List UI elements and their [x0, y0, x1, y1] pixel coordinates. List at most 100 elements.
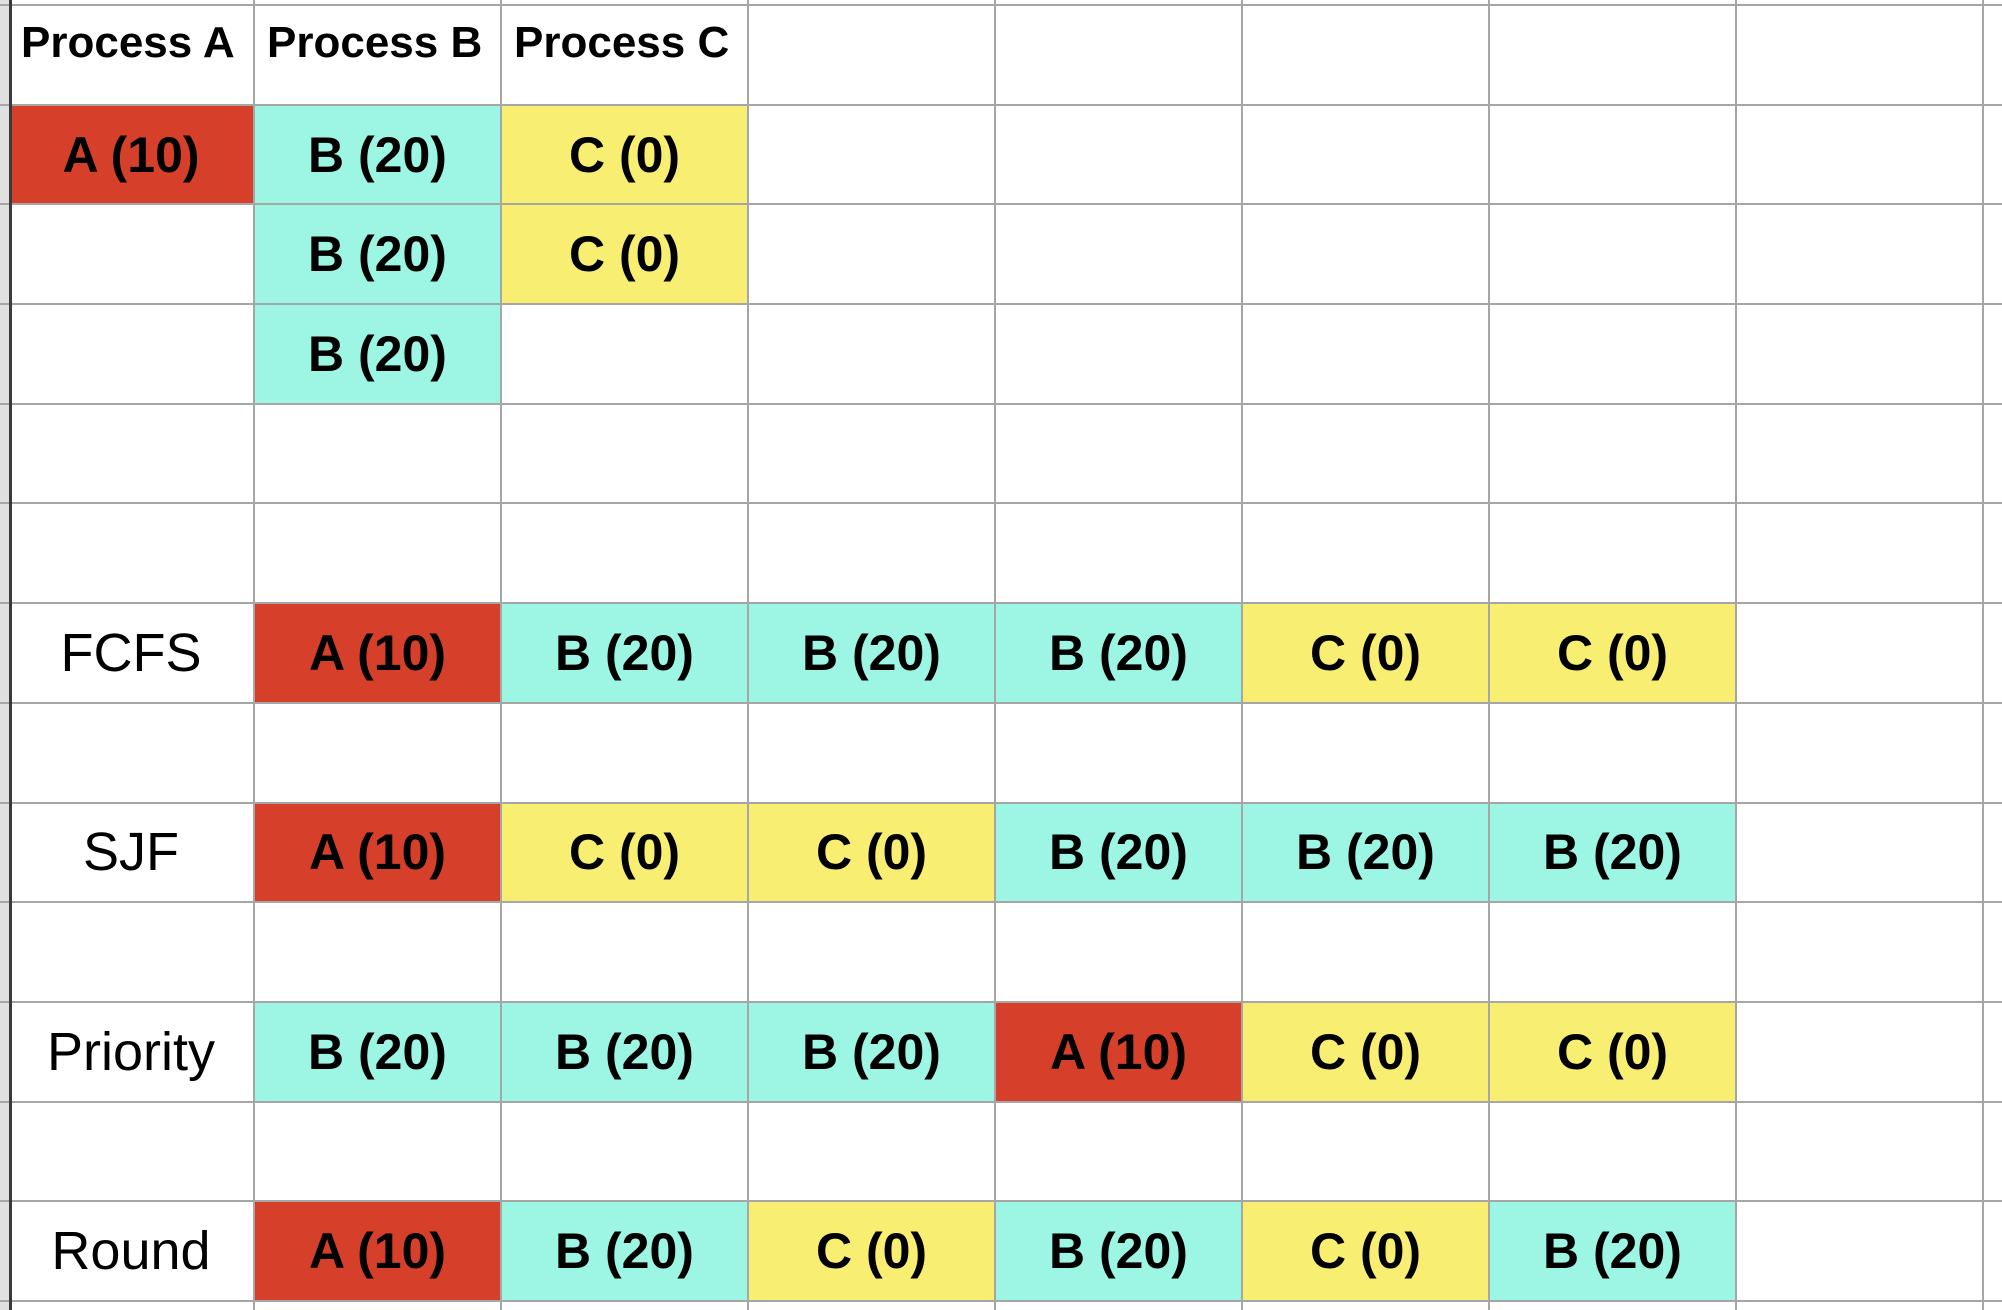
- empty-cell[interactable]: [1737, 803, 1984, 904]
- fcfs-slot[interactable]: A (10): [255, 604, 502, 704]
- empty-cell[interactable]: [996, 205, 1243, 306]
- empty-cell[interactable]: [255, 1102, 502, 1203]
- empty-cell[interactable]: [255, 504, 502, 605]
- empty-cell[interactable]: [749, 6, 996, 106]
- empty-cell[interactable]: [9, 703, 255, 804]
- empty-cell[interactable]: [1243, 703, 1490, 804]
- empty-cell[interactable]: [1490, 6, 1737, 106]
- header-process-c[interactable]: Process C: [502, 6, 749, 106]
- empty-cell[interactable]: [1490, 404, 1737, 505]
- empty-cell[interactable]: [1737, 903, 1984, 1003]
- empty-cell[interactable]: [1490, 1102, 1737, 1203]
- round-slot[interactable]: A (10): [255, 1202, 502, 1302]
- empty-cell[interactable]: [9, 903, 255, 1003]
- row-label-fcfs[interactable]: FCFS: [9, 604, 255, 704]
- empty-cell[interactable]: [996, 703, 1243, 804]
- empty-cell[interactable]: [1490, 105, 1737, 206]
- priority-slot[interactable]: B (20): [502, 1002, 749, 1103]
- burst-cell-b[interactable]: B (20): [255, 205, 502, 306]
- empty-cell[interactable]: [749, 404, 996, 505]
- empty-cell[interactable]: [996, 404, 1243, 505]
- burst-cell-a[interactable]: A (10): [9, 105, 255, 206]
- fcfs-slot[interactable]: B (20): [749, 604, 996, 704]
- empty-cell[interactable]: [502, 504, 749, 605]
- empty-cell[interactable]: [996, 504, 1243, 605]
- empty-cell[interactable]: [1737, 1202, 1984, 1302]
- empty-cell[interactable]: [996, 903, 1243, 1003]
- priority-slot[interactable]: C (0): [1490, 1002, 1737, 1103]
- round-slot[interactable]: B (20): [996, 1202, 1243, 1302]
- empty-cell[interactable]: [9, 205, 255, 306]
- fcfs-slot[interactable]: B (20): [996, 604, 1243, 704]
- burst-cell-c[interactable]: C (0): [502, 205, 749, 306]
- round-slot[interactable]: C (0): [1243, 1202, 1490, 1302]
- burst-cell-c[interactable]: C (0): [502, 105, 749, 206]
- empty-cell[interactable]: [1737, 305, 1984, 405]
- burst-cell-b[interactable]: B (20): [255, 305, 502, 405]
- empty-cell[interactable]: [1490, 205, 1737, 306]
- priority-slot[interactable]: B (20): [255, 1002, 502, 1103]
- empty-cell[interactable]: [1243, 903, 1490, 1003]
- row-label-priority[interactable]: Priority: [9, 1002, 255, 1103]
- empty-cell[interactable]: [749, 504, 996, 605]
- empty-cell[interactable]: [1737, 205, 1984, 306]
- empty-cell[interactable]: [1490, 903, 1737, 1003]
- empty-cell[interactable]: [502, 903, 749, 1003]
- empty-cell[interactable]: [255, 903, 502, 1003]
- empty-cell[interactable]: [749, 205, 996, 306]
- empty-cell[interactable]: [1737, 1002, 1984, 1103]
- empty-cell[interactable]: [1243, 205, 1490, 306]
- empty-cell[interactable]: [996, 1102, 1243, 1203]
- empty-cell[interactable]: [996, 105, 1243, 206]
- priority-slot[interactable]: B (20): [749, 1002, 996, 1103]
- empty-cell[interactable]: [1490, 305, 1737, 405]
- sjf-slot[interactable]: B (20): [1490, 803, 1737, 904]
- empty-cell[interactable]: [1490, 504, 1737, 605]
- empty-cell[interactable]: [1737, 604, 1984, 704]
- empty-cell[interactable]: [1243, 305, 1490, 405]
- round-slot[interactable]: C (0): [749, 1202, 996, 1302]
- empty-cell[interactable]: [9, 305, 255, 405]
- burst-cell-b[interactable]: B (20): [255, 105, 502, 206]
- empty-cell[interactable]: [255, 404, 502, 505]
- empty-cell[interactable]: [1243, 1102, 1490, 1203]
- empty-cell[interactable]: [9, 1102, 255, 1203]
- empty-cell[interactable]: [502, 305, 749, 405]
- empty-cell[interactable]: [1243, 105, 1490, 206]
- empty-cell[interactable]: [255, 703, 502, 804]
- empty-cell[interactable]: [1243, 6, 1490, 106]
- empty-cell[interactable]: [502, 703, 749, 804]
- sjf-slot[interactable]: B (20): [996, 803, 1243, 904]
- empty-cell[interactable]: [9, 404, 255, 505]
- fcfs-slot[interactable]: C (0): [1490, 604, 1737, 704]
- round-slot[interactable]: B (20): [1490, 1202, 1737, 1302]
- header-process-a[interactable]: Process A: [9, 6, 255, 106]
- empty-cell[interactable]: [749, 1102, 996, 1203]
- empty-cell[interactable]: [502, 1102, 749, 1203]
- fcfs-slot[interactable]: C (0): [1243, 604, 1490, 704]
- empty-cell[interactable]: [996, 305, 1243, 405]
- empty-cell[interactable]: [1737, 6, 1984, 106]
- sjf-slot[interactable]: C (0): [502, 803, 749, 904]
- priority-slot[interactable]: A (10): [996, 1002, 1243, 1103]
- empty-cell[interactable]: [1737, 404, 1984, 505]
- empty-cell[interactable]: [749, 703, 996, 804]
- fcfs-slot[interactable]: B (20): [502, 604, 749, 704]
- empty-cell[interactable]: [1737, 1102, 1984, 1203]
- empty-cell[interactable]: [749, 903, 996, 1003]
- empty-cell[interactable]: [1490, 703, 1737, 804]
- sjf-slot[interactable]: A (10): [255, 803, 502, 904]
- sjf-slot[interactable]: C (0): [749, 803, 996, 904]
- row-label-sjf[interactable]: SJF: [9, 803, 255, 904]
- empty-cell[interactable]: [996, 6, 1243, 106]
- empty-cell[interactable]: [749, 305, 996, 405]
- priority-slot[interactable]: C (0): [1243, 1002, 1490, 1103]
- empty-cell[interactable]: [1737, 105, 1984, 206]
- empty-cell[interactable]: [1737, 504, 1984, 605]
- round-slot[interactable]: B (20): [502, 1202, 749, 1302]
- header-process-b[interactable]: Process B: [255, 6, 502, 106]
- row-label-round[interactable]: Round: [9, 1202, 255, 1302]
- empty-cell[interactable]: [749, 105, 996, 206]
- empty-cell[interactable]: [9, 504, 255, 605]
- empty-cell[interactable]: [502, 404, 749, 505]
